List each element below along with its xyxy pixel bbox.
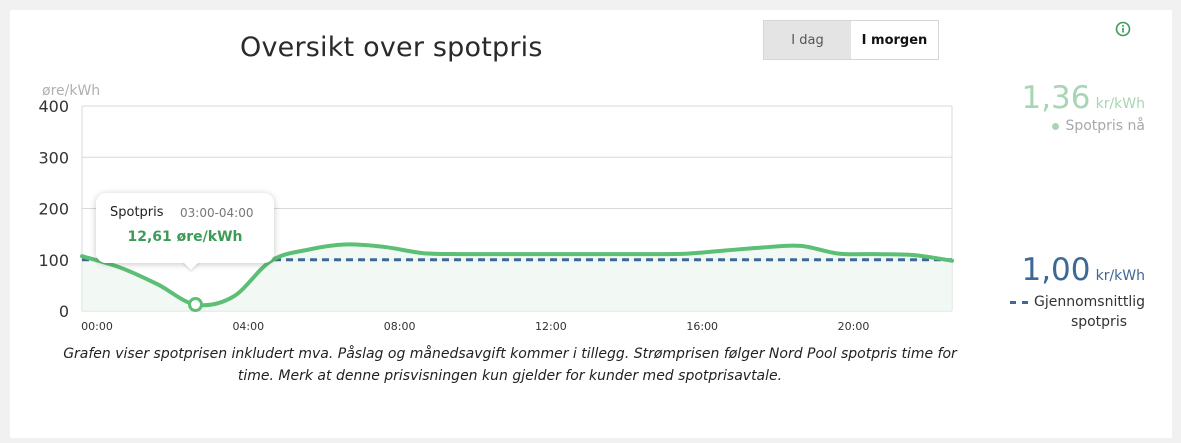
average-legend-dash <box>1009 300 1028 304</box>
y-tick-label: 0 <box>59 302 69 321</box>
tab-tomorrow[interactable]: I morgen <box>851 21 938 59</box>
average-price-value: 1,00 <box>1021 252 1091 288</box>
y-axis-unit-label: øre/kWh <box>42 83 100 99</box>
y-tick-label: 300 <box>38 148 69 167</box>
x-tick-label: 00:00 <box>81 320 113 333</box>
x-tick-label: 12:00 <box>535 320 567 333</box>
spot-price-line <box>80 242 954 308</box>
chart-caption: Grafen viser spotprisen inkludert mva. P… <box>63 346 957 384</box>
current-price-stat: 1,36 kr/kWh Spotpris nå <box>1015 80 1145 134</box>
average-price-label-2: spotpris <box>1070 314 1127 330</box>
info-icon[interactable] <box>1115 21 1131 37</box>
tab-today[interactable]: I dag <box>764 21 851 59</box>
y-tick-label: 200 <box>38 200 69 219</box>
price-tooltip: Spotpris 03:00-04:00 12,61 øre/kWh <box>96 193 274 263</box>
tooltip-value: 12,61 øre/kWh <box>127 229 243 245</box>
average-price-unit: kr/kWh <box>1095 268 1145 284</box>
day-toggle: I dag I morgen <box>763 20 939 60</box>
current-price-dot <box>1052 122 1060 130</box>
page-title: Oversikt over spotpris <box>240 32 543 63</box>
average-price-stat: 1,00 kr/kWh Gjennomsnittlig spotpris <box>985 252 1145 332</box>
x-tick-label: 20:00 <box>838 320 870 333</box>
tooltip-series-name: Spotpris <box>110 205 164 220</box>
current-price-value: 1,36 <box>1021 80 1091 116</box>
current-price-label: Spotpris nå <box>1065 118 1145 134</box>
x-tick-label: 04:00 <box>232 320 264 333</box>
average-price-label-1: Gjennomsnittlig <box>1033 294 1145 310</box>
y-tick-label: 400 <box>38 97 69 116</box>
x-axis-ticks: 00:00 04:00 08:00 12:00 16:00 20:00 <box>81 320 869 333</box>
highlight-point <box>187 297 203 313</box>
x-tick-label: 16:00 <box>686 320 718 333</box>
current-price-unit: kr/kWh <box>1095 96 1145 112</box>
y-tick-label: 100 <box>38 251 69 270</box>
y-axis-ticks: 0 100 200 300 400 <box>38 97 69 321</box>
x-tick-label: 08:00 <box>384 320 416 333</box>
tooltip-time: 03:00-04:00 <box>180 206 254 220</box>
